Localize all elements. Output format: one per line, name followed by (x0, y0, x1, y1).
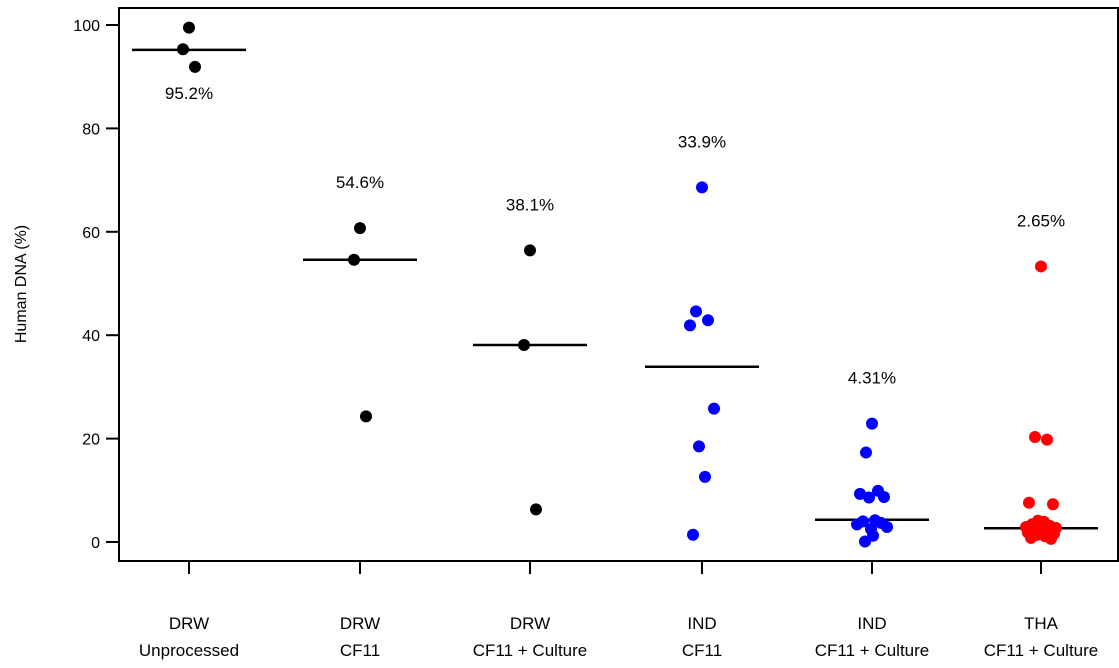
data-point (1035, 260, 1047, 273)
median-lines (132, 48, 1098, 530)
data-point (183, 21, 195, 34)
y-axis: 0 20 40 60 80 100 (73, 18, 120, 552)
x-tick-label-line2: Unprocessed (139, 641, 239, 660)
data-point (177, 43, 189, 56)
data-point (518, 339, 530, 352)
x-tick-label-line1: THA (1024, 614, 1059, 633)
data-point (524, 244, 536, 257)
data-point (693, 440, 705, 453)
y-tick-label: 40 (82, 328, 100, 345)
median-label: 33.9% (678, 132, 726, 151)
data-point (1045, 532, 1057, 545)
plot-frame (118, 7, 1119, 562)
x-tick-label-line2: CF11 + Culture (984, 641, 1098, 660)
y-tick-label: 60 (82, 225, 100, 242)
data-point (708, 402, 720, 415)
data-point (684, 319, 696, 332)
x-tick-label-line2: CF11 + Culture (815, 641, 929, 660)
data-point (690, 305, 702, 318)
x-tick-label-line1: DRW (169, 614, 209, 633)
y-tick-label: 20 (82, 432, 100, 449)
data-point (348, 253, 360, 266)
data-point (866, 417, 878, 430)
data-point (699, 470, 711, 483)
data-point (881, 521, 893, 534)
data-point (530, 503, 542, 516)
x-tick-label-line2: CF11 (682, 641, 722, 660)
data-point (1023, 496, 1035, 509)
x-tick-label-line1: IND (687, 614, 716, 633)
median-label: 38.1% (506, 195, 554, 214)
data-points (177, 21, 1062, 548)
x-tick-label-line2: CF11 (340, 641, 380, 660)
median-label: 4.31% (848, 369, 896, 388)
data-point (851, 518, 863, 531)
data-point (696, 181, 708, 194)
y-tick-label: 80 (82, 121, 100, 138)
data-point (189, 60, 201, 73)
x-tick-label-line1: DRW (510, 614, 550, 633)
y-tick-label: 100 (73, 18, 100, 35)
data-point (360, 410, 372, 423)
x-tick-label-line1: DRW (340, 614, 380, 633)
median-labels: 95.2% 54.6% 38.1% 33.9% 4.31% 2.65% (165, 84, 1065, 388)
data-point (860, 446, 872, 459)
data-point (863, 491, 875, 504)
data-point (1041, 433, 1053, 446)
data-point (702, 314, 714, 327)
data-point (354, 222, 366, 235)
data-point (854, 487, 866, 500)
data-point (878, 491, 890, 504)
data-point (1047, 498, 1059, 511)
y-axis-label: Human DNA (%) (13, 225, 30, 343)
median-label: 2.65% (1017, 211, 1065, 230)
data-point (1029, 431, 1041, 444)
data-point (859, 535, 871, 548)
median-label: 54.6% (336, 173, 384, 192)
median-label: 95.2% (165, 84, 213, 103)
y-tick-label: 0 (91, 535, 100, 552)
data-point (1025, 531, 1037, 544)
x-tick-label-line1: IND (857, 614, 886, 633)
x-tick-label-line2: CF11 + Culture (473, 641, 587, 660)
data-point (687, 528, 699, 541)
x-axis-labels: DRW Unprocessed DRW CF11 DRW CF11 + Culture IN… (139, 561, 1098, 660)
